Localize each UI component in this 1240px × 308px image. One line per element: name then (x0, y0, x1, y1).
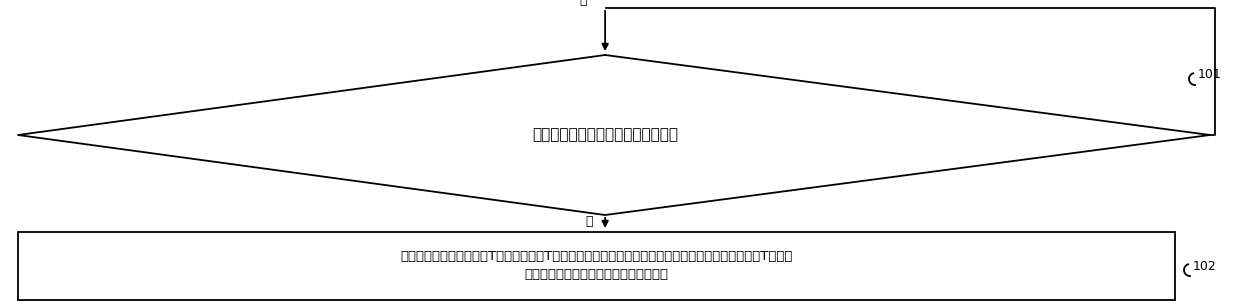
Text: 102: 102 (1193, 260, 1216, 273)
Text: 是: 是 (585, 215, 593, 228)
Text: 检测空调器是否进入制冷或除湿模式: 检测空调器是否进入制冷或除湿模式 (532, 128, 678, 143)
Text: 否: 否 (579, 0, 587, 7)
Text: 当前时刻的回风温度和回风湿度计算得到: 当前时刻的回风温度和回风湿度计算得到 (525, 269, 668, 282)
Text: 101: 101 (1198, 68, 1221, 82)
Text: 根据当前时刻的出风温度T出与露点温度T露的大小关系控制所述开关阀的开闭，其中，所述露点温度T露根据: 根据当前时刻的出风温度T出与露点温度T露的大小关系控制所述开关阀的开闭，其中，所… (401, 250, 792, 264)
Bar (19, 232, 1176, 300)
